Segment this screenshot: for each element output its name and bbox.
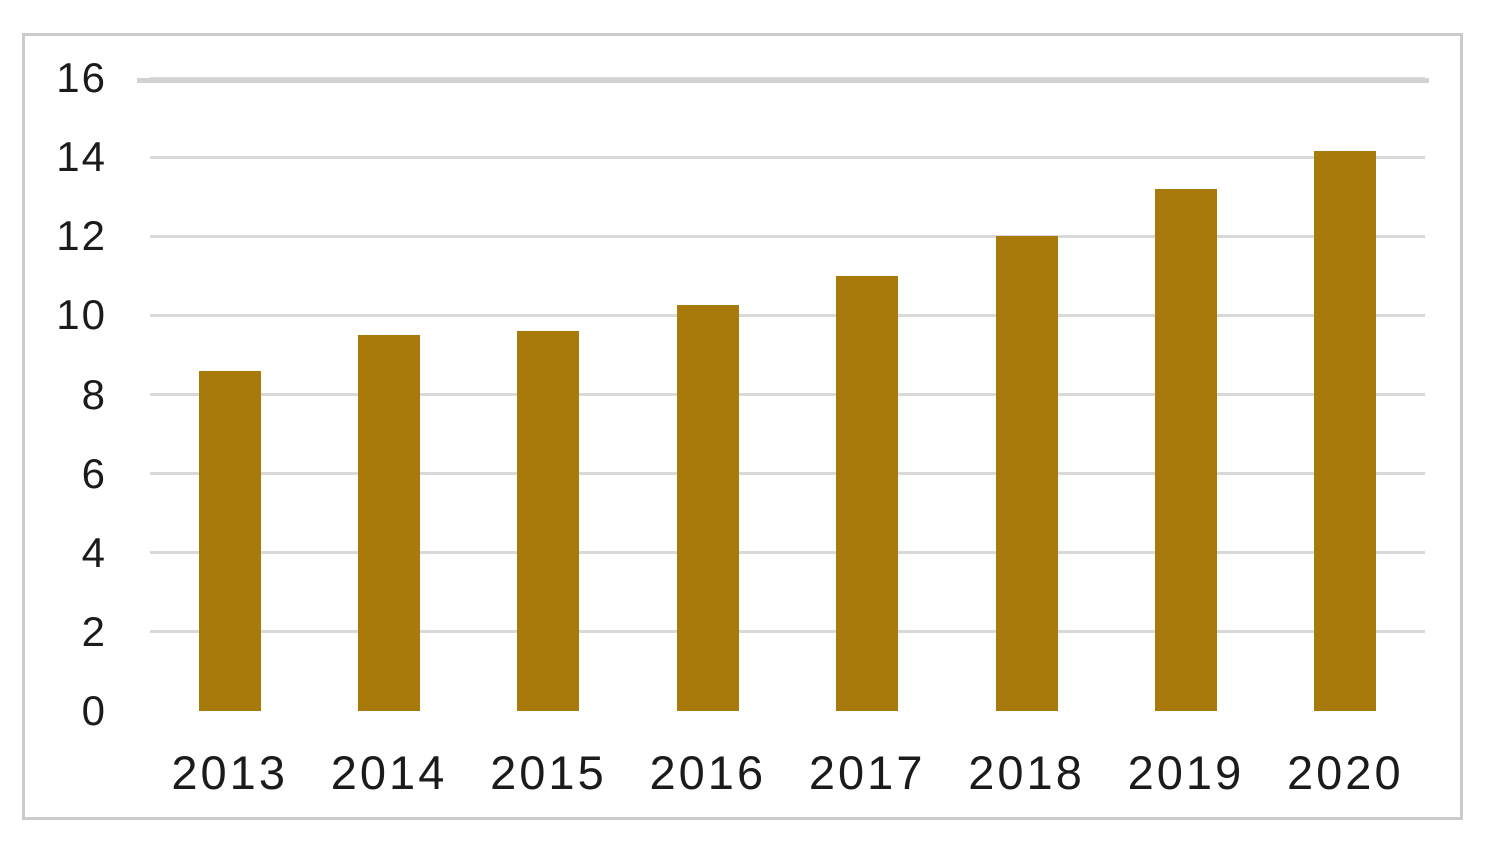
gridline-2: [150, 630, 1425, 634]
bar-2015: [517, 331, 580, 711]
x-tick-label-2020: 2020: [1287, 746, 1404, 799]
y-tick-label-14: 14: [56, 133, 107, 181]
gridline-14: [150, 155, 1425, 159]
x-tick-label-2013: 2013: [171, 746, 288, 799]
x-axis-line: [137, 78, 1429, 83]
x-tick-label-2017: 2017: [808, 746, 926, 799]
x-tick-label-2016: 2016: [649, 746, 767, 799]
gridline-4: [150, 551, 1425, 555]
x-tick-label-2018: 2018: [968, 746, 1085, 799]
gridline-10: [150, 313, 1425, 317]
gridline-8: [150, 393, 1425, 396]
x-tick-label-2015: 2015: [490, 746, 607, 799]
chart-frame: 0 2 4 6 8 10 12 14 16 2013 2014 2015 2016 2017 2018 20…: [22, 33, 1463, 820]
y-tick-label-4: 4: [81, 528, 107, 576]
bar-2019: [1154, 188, 1217, 711]
gridline-6: [150, 472, 1425, 476]
y-tick-label-16: 16: [56, 54, 107, 101]
bar-2017: [836, 275, 899, 711]
plot-area: [137, 76, 1429, 711]
bar-2020: [1314, 151, 1377, 711]
x-tick-label-2019: 2019: [1127, 746, 1245, 799]
y-tick-label-10: 10: [56, 291, 107, 339]
y-tick-label-0: 0: [81, 687, 107, 734]
bar-2014: [358, 335, 421, 711]
bar-2016: [676, 305, 739, 711]
bar-2018: [995, 236, 1058, 711]
y-tick-label-6: 6: [81, 449, 107, 497]
gridline-12: [150, 234, 1425, 238]
y-tick-label-8: 8: [81, 370, 107, 418]
bar-2013: [198, 370, 261, 711]
y-tick-label-2: 2: [81, 607, 107, 655]
y-tick-label-12: 12: [56, 212, 107, 260]
x-tick-label-2014: 2014: [330, 746, 448, 799]
